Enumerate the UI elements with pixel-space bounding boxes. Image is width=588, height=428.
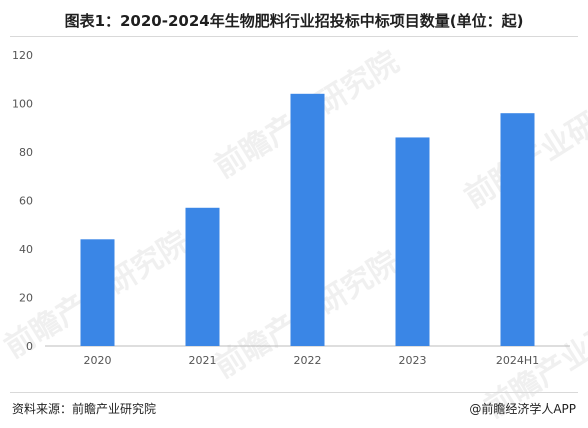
bar-2023 [395, 137, 430, 346]
bar-2022 [290, 93, 325, 346]
source-note: 资料来源：前瞻产业研究院 [12, 402, 157, 416]
y-tick-label: 100 [12, 98, 33, 111]
y-tick-label: 80 [19, 146, 33, 159]
x-tick-label: 2024H1 [496, 354, 539, 367]
y-tick-label: 40 [19, 243, 33, 256]
footer-divider [10, 392, 578, 393]
x-tick-label: 2023 [399, 354, 427, 367]
bar-2020 [80, 239, 115, 346]
x-tick-label: 2020 [84, 354, 112, 367]
y-tick-label: 60 [19, 195, 33, 208]
y-tick-label: 20 [19, 292, 33, 305]
y-tick-label: 120 [12, 49, 33, 62]
y-tick-label: 0 [26, 340, 33, 353]
x-tick-label: 2022 [294, 354, 322, 367]
chart-title: 图表1：2020-2024年生物肥料行业招投标中标项目数量(单位：起) [64, 12, 524, 30]
bar-2024H1 [500, 113, 535, 346]
bar-2021 [185, 207, 220, 346]
title-divider [10, 36, 578, 37]
x-tick-label: 2021 [189, 354, 217, 367]
credit-note: @前瞻经济学人APP [469, 402, 576, 416]
